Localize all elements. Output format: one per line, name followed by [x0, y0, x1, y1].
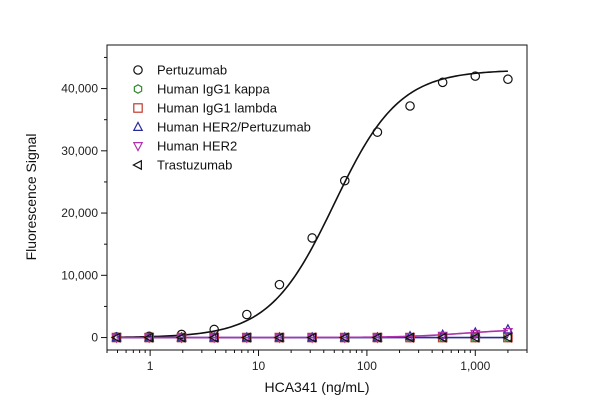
data-point-human-her2 [339, 333, 350, 344]
data-point-human-her2-pertuzumab [470, 326, 481, 337]
data-point-trastuzumab [306, 332, 317, 343]
legend-label-human-her2: Human HER2 [157, 139, 237, 154]
data-point-trastuzumab [240, 332, 251, 343]
x-tick-label: 1,000 [460, 359, 490, 373]
legend-label-human-igg1-kappa: Human IgG1 kappa [157, 82, 271, 97]
data-point-human-her2 [502, 327, 514, 338]
data-point-pertuzumab [372, 127, 383, 137]
data-point-trastuzumab [436, 332, 447, 343]
data-point-trastuzumab [371, 332, 382, 343]
data-point-trastuzumab [208, 332, 219, 343]
legend-marker-human-her2-pertuzumab [132, 121, 144, 131]
plot-frame [106, 44, 528, 351]
x-tick-label: 100 [357, 359, 377, 373]
data-point-trastuzumab [404, 332, 414, 343]
y-tick-label: 40,000 [61, 82, 98, 96]
data-point-human-her2 [306, 333, 318, 344]
data-points [110, 71, 514, 344]
y-tick-label: 10,000 [61, 268, 98, 282]
legend-label-human-her2-pertuzumab: Human HER2/Pertuzumab [157, 120, 311, 135]
x-axis-title: HCA341 (ng/mL) [264, 379, 369, 395]
data-point-trastuzumab [273, 332, 284, 343]
legend: Pertuzumab Human IgG1 kappa Human IgG1 lam… [132, 63, 311, 173]
data-point-pertuzumab [339, 175, 350, 186]
data-point-trastuzumab [338, 332, 349, 343]
data-point-trastuzumab [143, 332, 154, 343]
data-point-human-her2 [208, 333, 220, 344]
axis-ticks: 1 10 100 1,000 0 10,000 20,000 30,000 40,000 [61, 56, 528, 373]
legend-marker-human-her2 [132, 142, 144, 152]
data-point-pertuzumab [242, 309, 252, 320]
legend-label-pertuzumab: Pertuzumab [157, 63, 227, 78]
y-tick-label: 20,000 [61, 206, 98, 220]
data-point-pertuzumab [503, 74, 513, 85]
data-point-pertuzumab [405, 101, 415, 111]
data-point-pertuzumab [437, 77, 448, 88]
data-point-human-her2 [176, 333, 187, 344]
data-point-trastuzumab [110, 332, 121, 343]
data-point-pertuzumab [470, 71, 481, 81]
legend-label-trastuzumab: Trastuzumab [157, 158, 232, 173]
data-point-human-her2 [143, 333, 155, 344]
legend-marker-human-igg1-lambda [133, 103, 143, 113]
data-point-human-her2 [241, 333, 253, 344]
legend-marker-human-igg1-kappa [133, 84, 143, 94]
data-point-trastuzumab [469, 332, 480, 343]
y-axis-title: Fluorescence Signal [23, 134, 39, 261]
data-point-trastuzumab [502, 332, 512, 343]
x-tick-label: 10 [252, 359, 266, 373]
data-point-human-her2 [274, 333, 285, 344]
legend-marker-pertuzumab [133, 65, 143, 75]
x-tick-label: 1 [147, 359, 154, 373]
legend-marker-trastuzumab [132, 159, 142, 171]
data-point-human-her2 [111, 333, 122, 344]
data-point-pertuzumab [274, 279, 285, 290]
data-point-human-her2 [372, 333, 383, 344]
legend-label-human-igg1-lambda: Human IgG1 lambda [157, 101, 278, 116]
data-point-trastuzumab [175, 332, 186, 343]
y-tick-label: 30,000 [61, 144, 98, 158]
data-point-human-her2 [404, 332, 416, 343]
data-point-pertuzumab [307, 233, 317, 243]
y-tick-label: 0 [91, 331, 98, 345]
